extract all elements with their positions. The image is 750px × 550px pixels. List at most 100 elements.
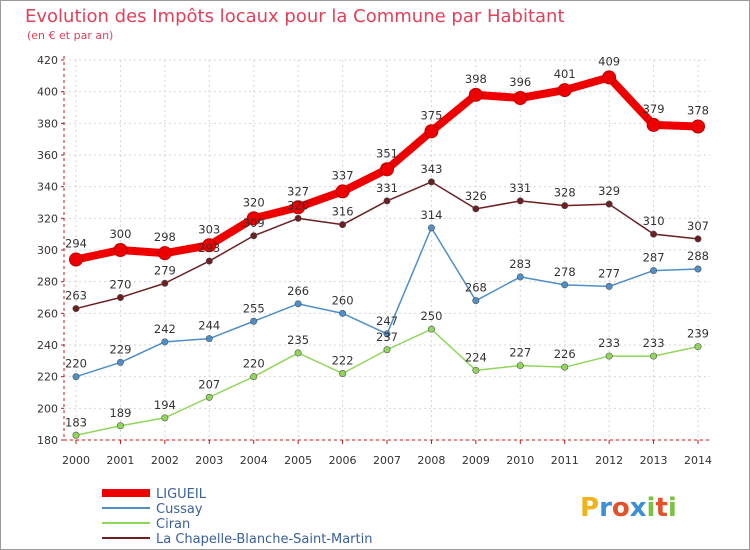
series-ciran	[72, 325, 702, 439]
data-label: 327	[287, 184, 309, 198]
logo-letter: x	[630, 493, 647, 523]
data-label: 396	[509, 75, 531, 89]
data-point	[561, 202, 569, 210]
x-tick-label: 2001	[106, 454, 134, 467]
data-point	[202, 238, 217, 253]
legend-label: LIGUEIL	[156, 487, 207, 502]
data-label: 239	[687, 327, 709, 341]
x-tick-label: 2008	[417, 454, 445, 467]
data-label: 250	[420, 309, 442, 323]
x-tick-label: 2003	[195, 454, 223, 467]
data-label: 260	[332, 293, 354, 307]
y-tick-label: 240	[37, 339, 58, 352]
data-point	[427, 325, 435, 333]
data-point	[339, 309, 347, 317]
data-label: 328	[554, 186, 576, 200]
data-label: 294	[65, 237, 87, 251]
data-label: 279	[154, 263, 176, 277]
x-tick-label: 2007	[373, 454, 401, 467]
data-label: 255	[243, 301, 265, 315]
data-point	[694, 235, 702, 243]
data-point	[161, 279, 169, 287]
x-tick-label: 2012	[595, 454, 623, 467]
data-point	[161, 338, 169, 346]
data-point	[472, 366, 480, 374]
logo-letter: i	[668, 493, 677, 523]
y-tick-label: 400	[37, 86, 58, 99]
x-tick-label: 2013	[640, 454, 668, 467]
data-point	[250, 373, 258, 381]
data-label: 379	[643, 102, 665, 116]
data-point	[335, 184, 350, 199]
data-point	[513, 91, 528, 105]
chart-title: Evolution des Impôts locaux pour la Comm…	[25, 6, 565, 27]
data-point	[472, 297, 480, 305]
y-tick-label: 340	[37, 181, 58, 194]
data-point	[561, 363, 569, 371]
data-point	[694, 343, 702, 351]
data-point	[602, 70, 617, 85]
x-tick-label: 2014	[684, 454, 712, 467]
data-label: 233	[643, 336, 665, 350]
data-label: 237	[376, 330, 398, 344]
data-label: 398	[465, 72, 487, 86]
data-label: 329	[598, 184, 620, 198]
series-layer	[69, 70, 705, 439]
data-label: 266	[287, 284, 309, 298]
data-label: 220	[65, 357, 87, 371]
data-label: 278	[554, 265, 576, 279]
data-point	[294, 300, 302, 308]
data-point	[205, 335, 213, 343]
series-la-chapelle-blanche-saint-martin	[72, 178, 702, 313]
data-label: 326	[465, 189, 487, 203]
y-tick-label: 180	[37, 434, 58, 447]
series-ligueil	[69, 70, 705, 267]
data-label: 224	[465, 350, 487, 364]
data-point	[72, 373, 80, 381]
data-point	[72, 305, 80, 313]
legend-label: Cussay	[156, 502, 203, 517]
logo-letter: i	[647, 493, 656, 523]
data-point	[561, 281, 569, 289]
data-label: 288	[687, 249, 709, 263]
data-label: 233	[598, 336, 620, 350]
data-point	[69, 252, 83, 267]
data-point	[646, 117, 661, 132]
y-tick-label: 300	[37, 244, 58, 257]
data-label: 235	[287, 333, 309, 347]
data-point	[605, 352, 613, 360]
data-label: 194	[154, 398, 176, 412]
x-tick-label: 2002	[151, 454, 179, 467]
data-point	[650, 267, 658, 275]
data-point	[294, 349, 302, 357]
y-tick-label: 220	[37, 371, 58, 384]
series-cussay	[72, 224, 702, 381]
data-label: 220	[243, 357, 265, 371]
y-tick-label: 280	[37, 276, 58, 289]
axes: 180 200 220 240 260 280 300 320 340 360 380 400 420 2…	[37, 54, 712, 467]
data-point	[605, 200, 613, 208]
data-label: 351	[376, 146, 398, 160]
data-point	[339, 369, 347, 377]
data-label: 183	[65, 415, 87, 429]
data-label: 300	[109, 227, 131, 241]
logo-letter: r	[599, 493, 612, 523]
data-point	[427, 178, 435, 186]
data-label: 337	[332, 168, 354, 182]
data-label: 247	[376, 314, 398, 328]
data-label: 244	[198, 319, 220, 333]
data-point	[605, 282, 613, 290]
data-label: 320	[243, 195, 265, 209]
data-point	[694, 265, 702, 273]
x-tick-label: 2010	[506, 454, 534, 467]
data-label: 316	[332, 205, 354, 219]
x-tick-label: 2005	[284, 454, 312, 467]
data-point	[383, 197, 391, 205]
data-label: 270	[109, 278, 131, 292]
data-label: 263	[65, 289, 87, 303]
data-point	[691, 119, 705, 134]
data-point	[113, 243, 128, 257]
proxiti-logo: Proxiti	[580, 493, 677, 523]
data-point	[205, 393, 213, 401]
